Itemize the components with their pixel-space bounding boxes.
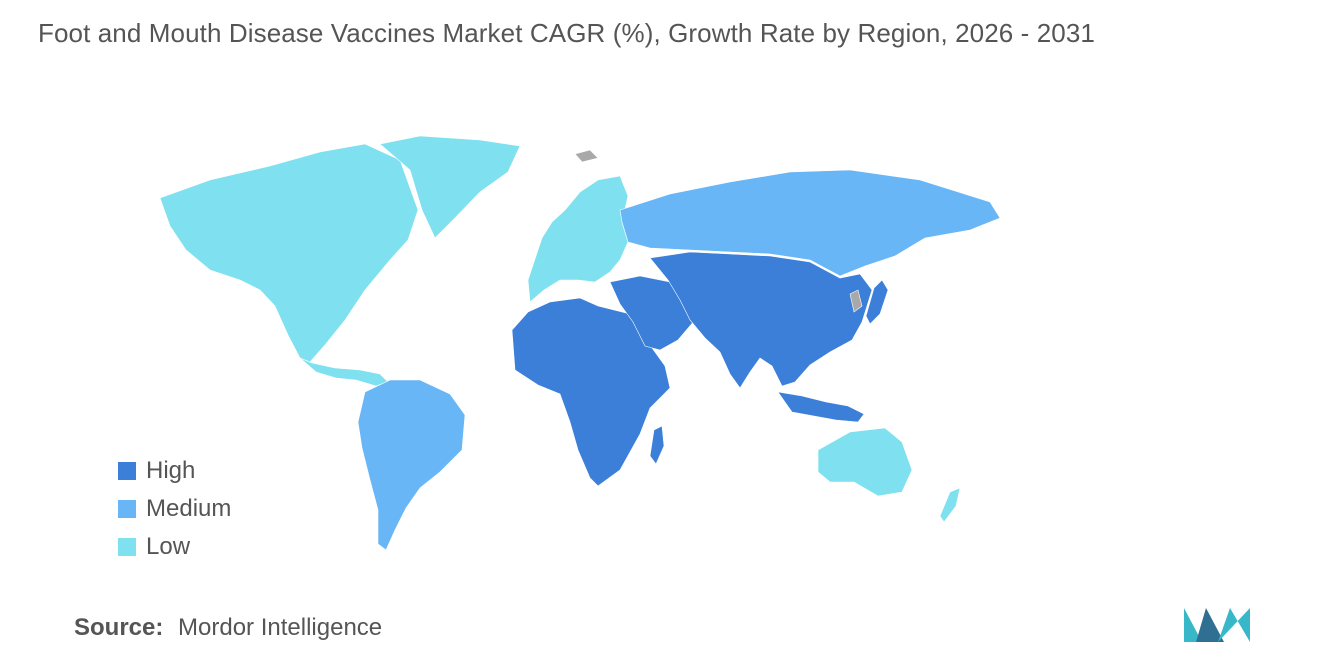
region-japan [865, 279, 889, 325]
legend-swatch-low [118, 538, 136, 556]
logo-mark-left [1184, 608, 1202, 642]
legend-item-high: High [118, 452, 231, 490]
legend-swatch-high [118, 462, 136, 480]
legend-label-high: High [146, 457, 196, 484]
mordor-intelligence-logo [1184, 608, 1250, 642]
legend-item-low: Low [118, 528, 231, 566]
source-label: Source: [74, 614, 164, 641]
legend-label-low: Low [146, 533, 191, 560]
region-southeast-asia-islands [777, 391, 865, 423]
region-south-america [357, 379, 466, 551]
region-new-zealand [939, 487, 961, 523]
region-africa [511, 297, 671, 487]
legend: High Medium Low [118, 452, 231, 566]
region-russia [619, 169, 1001, 277]
chart-title: Foot and Mouth Disease Vaccines Market C… [38, 18, 1095, 48]
source-value: Mordor Intelligence [178, 614, 383, 641]
region-middle-east [609, 275, 696, 351]
legend-label-medium: Medium [146, 495, 232, 522]
region-greenland [379, 135, 521, 239]
region-madagascar [649, 425, 665, 465]
region-australia [817, 427, 913, 497]
logo-mark-right [1218, 608, 1250, 642]
region-europe [527, 175, 629, 303]
source-line: Source: Mordor Intelligence [74, 614, 382, 642]
region-north-america [159, 143, 419, 363]
region-central-america [299, 357, 389, 387]
legend-item-medium: Medium [118, 490, 231, 528]
region-korea [849, 289, 863, 313]
logo-mark-middle [1196, 608, 1224, 642]
legend-swatch-medium [118, 500, 136, 518]
world-map [159, 135, 1001, 551]
region-asia [649, 251, 873, 389]
region-svalbard [574, 149, 599, 163]
